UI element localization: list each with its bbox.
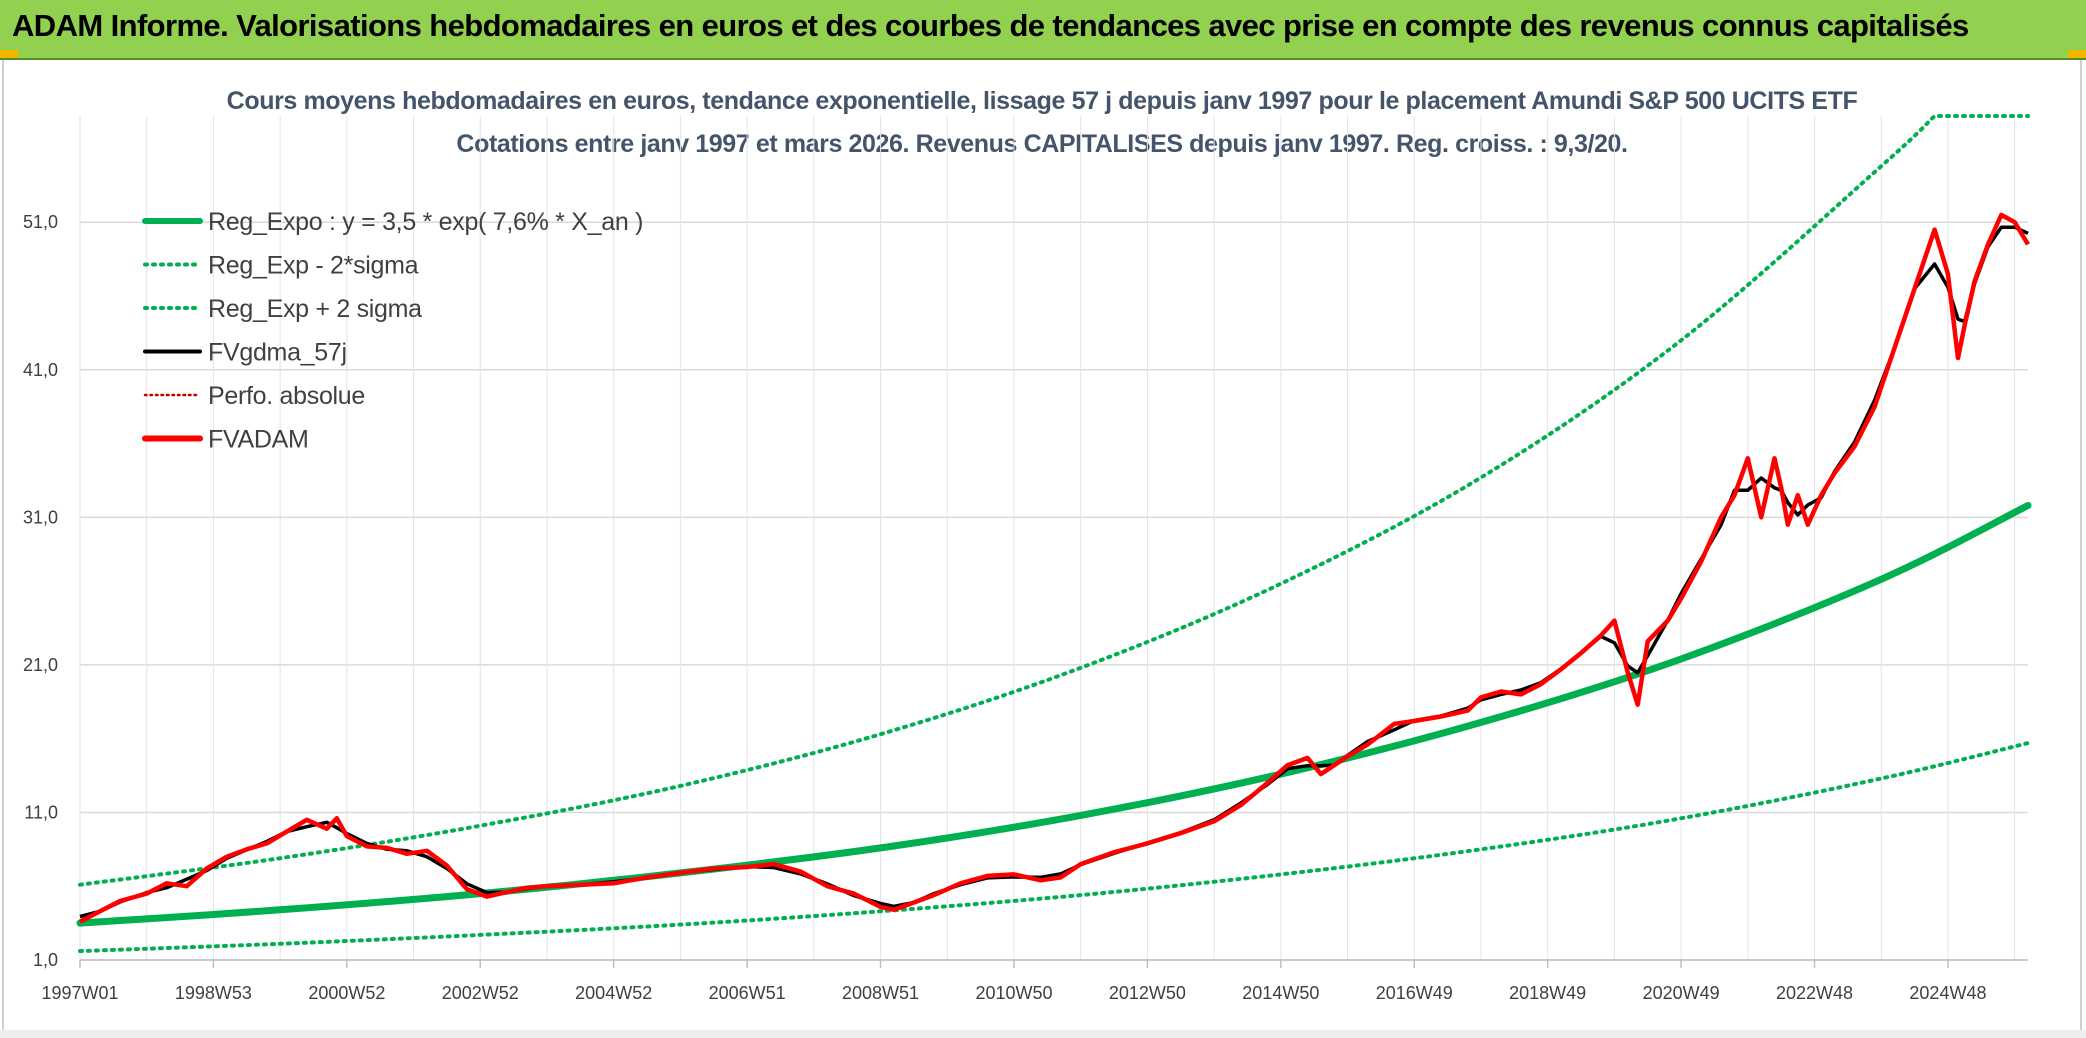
y-tick-label: 21,0: [23, 655, 58, 675]
x-tick-label: 2002W52: [442, 983, 519, 1003]
x-tick-label: 2022W48: [1776, 983, 1853, 1003]
series-reg-expo: [76, 502, 2032, 927]
x-tick-label: 1997W01: [41, 983, 118, 1003]
series-fvadam: [78, 212, 2030, 924]
y-tick-label: 41,0: [23, 360, 58, 380]
legend-label-low: Reg_Exp - 2*sigma: [208, 252, 419, 280]
report-banner: ADAM Informe. Valorisations hebdomadaire…: [0, 0, 2086, 60]
x-tick-label: 2024W48: [1909, 983, 1986, 1003]
legend-label-perf: Perfo. absolue: [208, 382, 365, 410]
x-tick-label: 2016W49: [1376, 983, 1453, 1003]
chart-subtitle-1: Cours moyens hebdomadaires en euros, ten…: [227, 87, 1858, 115]
legend: Reg_Expo : y = 3,5 * exp( 7,6% * X_an ) R…: [142, 208, 643, 454]
legend-label-reg: Reg_Expo : y = 3,5 * exp( 7,6% * X_an ): [208, 208, 643, 236]
y-tick-label: 1,0: [33, 950, 58, 970]
y-tick-label: 11,0: [24, 802, 58, 822]
legend-label-high: Reg_Exp + 2 sigma: [208, 295, 422, 323]
series-layer: [76, 114, 2032, 954]
chart-frame: [2, 60, 2082, 1032]
x-tick-label: 2006W51: [709, 983, 786, 1003]
series-reg-plus-2sigma: [78, 114, 2030, 887]
legend-label-fvadam: FVADAM: [208, 426, 309, 454]
x-tick-label: 2008W51: [842, 983, 919, 1003]
axes: 1,0 11,0 21,0 31,0 41,0 51,0 1997W01 1998W53 200…: [23, 212, 2028, 1003]
x-tick-label: 2012W50: [1109, 983, 1186, 1003]
series-reg-minus-2sigma: [78, 741, 2030, 954]
x-tick-label: 2004W52: [575, 983, 652, 1003]
banner-corner-left: [0, 50, 18, 58]
x-tick-label: 2018W49: [1509, 983, 1586, 1003]
grid: [79, 116, 2028, 961]
chart-subtitle-2: Cotations entre janv 1997 et mars 2026. …: [456, 130, 1627, 158]
x-tick-label: 1998W53: [175, 983, 252, 1003]
x-tick-label: 2014W50: [1242, 983, 1319, 1003]
report-title: ADAM Informe. Valorisations hebdomadaire…: [12, 8, 1969, 43]
y-tick-label: 51,0: [23, 212, 58, 232]
x-tick-label: 2020W49: [1643, 983, 1720, 1003]
y-tick-label: 31,0: [23, 507, 58, 527]
legend-label-gdma: FVgdma_57j: [208, 339, 347, 367]
banner-corner-right: [2068, 50, 2086, 58]
x-tick-label: 2010W50: [975, 983, 1052, 1003]
x-tick-label: 2000W52: [308, 983, 385, 1003]
bottom-strip: [0, 1030, 2086, 1038]
